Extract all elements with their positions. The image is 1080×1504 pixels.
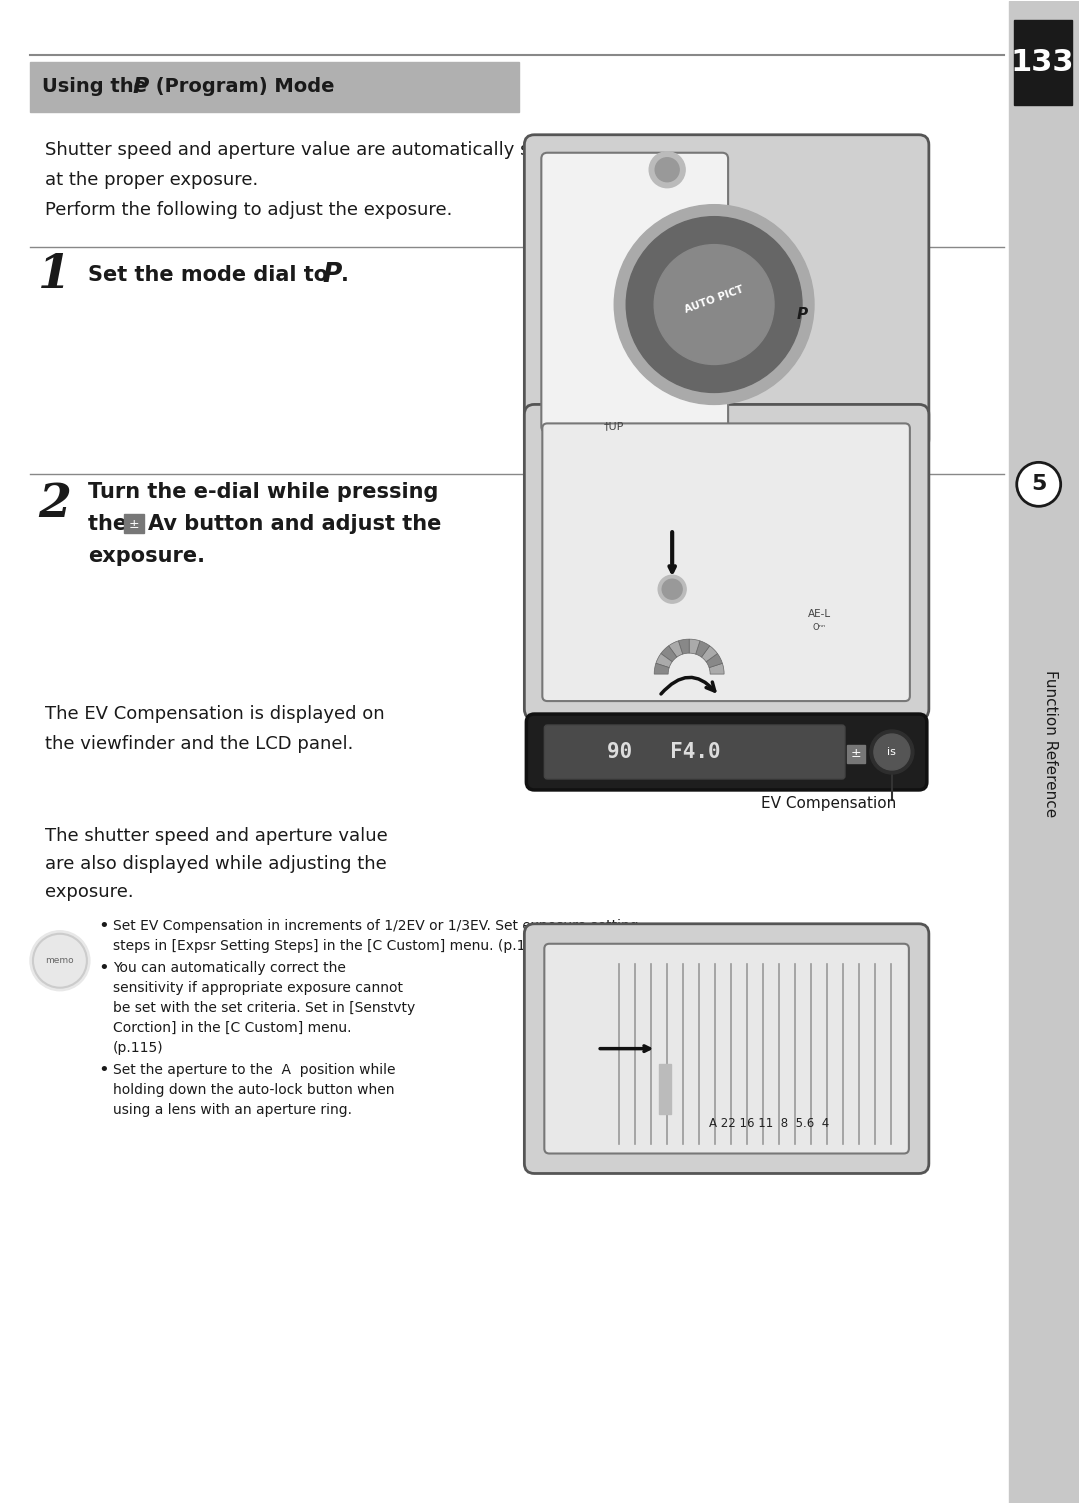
Text: using a lens with an aperture ring.: using a lens with an aperture ring. [113,1102,352,1116]
Text: You can automatically correct the: You can automatically correct the [113,961,346,975]
Wedge shape [706,654,723,668]
Text: ±: ± [129,517,139,531]
FancyBboxPatch shape [541,153,728,432]
Text: Oⁿⁿ: Oⁿⁿ [812,623,826,632]
Circle shape [658,575,686,603]
Bar [1014,20,1071,105]
Text: memo: memo [45,957,75,966]
Text: P: P [323,262,342,287]
Text: be set with the set criteria. Set in [Senstvty: be set with the set criteria. Set in [Se… [113,1000,415,1015]
Text: 133: 133 [1011,48,1075,77]
Text: P: P [796,307,808,322]
Circle shape [874,734,909,770]
Bar [659,1063,671,1113]
Wedge shape [669,641,683,657]
FancyBboxPatch shape [544,725,845,779]
Text: Function Reference: Function Reference [1043,671,1058,818]
Circle shape [1016,462,1061,507]
Wedge shape [710,663,724,674]
Bar [124,514,144,534]
Text: steps in [Expsr Setting Steps] in the [C Custom] menu. (p.142): steps in [Expsr Setting Steps] in the [C… [113,938,549,952]
Circle shape [30,931,90,991]
Text: Shutter speed and aperture value are automatically set for taking pictures: Shutter speed and aperture value are aut… [45,141,718,159]
Wedge shape [678,639,689,654]
Text: holding down the auto-lock button when: holding down the auto-lock button when [113,1083,394,1096]
FancyBboxPatch shape [525,135,929,450]
Text: the: the [87,514,134,534]
Circle shape [662,579,683,599]
FancyArrowPatch shape [661,677,715,693]
Wedge shape [689,639,700,654]
Text: P: P [133,77,149,96]
Text: the viewfinder and the LCD panel.: the viewfinder and the LCD panel. [45,735,353,754]
FancyBboxPatch shape [526,714,927,790]
Text: sensitivity if appropriate exposure cannot: sensitivity if appropriate exposure cann… [113,981,403,994]
Text: is: is [888,747,896,757]
Text: Set the aperture to the  A  position while: Set the aperture to the A position while [113,1063,395,1077]
Bar [30,62,519,111]
Text: †UP: †UP [604,421,624,432]
Text: Perform the following to adjust the exposure.: Perform the following to adjust the expo… [45,200,453,218]
Text: 1: 1 [38,251,71,298]
Wedge shape [661,645,677,662]
Wedge shape [696,641,710,657]
Text: •: • [98,917,109,935]
Text: (p.115): (p.115) [113,1041,163,1054]
Text: Set the mode dial to: Set the mode dial to [87,265,335,284]
Text: Set EV Compensation in increments of 1/2EV or 1/3EV. Set exposure setting: Set EV Compensation in increments of 1/2… [113,919,638,932]
Wedge shape [702,645,717,662]
FancyBboxPatch shape [525,923,929,1173]
Circle shape [649,152,685,188]
Text: Turn the e-dial while pressing: Turn the e-dial while pressing [87,483,438,502]
Text: 90   F4.0: 90 F4.0 [607,741,721,763]
Text: Using the: Using the [42,77,153,96]
Text: at the proper exposure.: at the proper exposure. [45,171,258,188]
Text: •: • [98,958,109,976]
Text: are also displayed while adjusting the: are also displayed while adjusting the [45,854,387,872]
Wedge shape [654,663,670,674]
Text: AUTO PICT: AUTO PICT [684,284,745,314]
Circle shape [615,205,814,405]
Text: ±: ± [851,747,861,761]
Text: EV Compensation: EV Compensation [761,797,896,812]
Text: A 22 16 11  8  5.6  4: A 22 16 11 8 5.6 4 [708,1117,829,1130]
Text: AE-L: AE-L [808,609,831,620]
Bar [847,744,865,763]
Circle shape [626,217,802,393]
Text: •: • [98,1060,109,1078]
Text: Corction] in the [C Custom] menu.: Corction] in the [C Custom] menu. [113,1021,351,1035]
Text: (Program) Mode: (Program) Mode [149,77,335,96]
Circle shape [656,158,679,182]
Text: exposure.: exposure. [87,546,205,566]
Text: exposure.: exposure. [45,883,134,901]
FancyBboxPatch shape [525,405,929,719]
Text: 5: 5 [1031,474,1047,495]
Text: .: . [340,265,349,284]
Wedge shape [656,654,672,668]
Text: Av button and adjust the: Av button and adjust the [148,514,442,534]
Bar [1009,2,1079,1502]
Text: The EV Compensation is displayed on: The EV Compensation is displayed on [45,705,384,723]
Text: The shutter speed and aperture value: The shutter speed and aperture value [45,827,388,845]
Text: 2: 2 [38,481,71,528]
Circle shape [654,245,774,364]
FancyBboxPatch shape [542,424,909,701]
FancyBboxPatch shape [544,945,909,1154]
Circle shape [869,729,914,775]
